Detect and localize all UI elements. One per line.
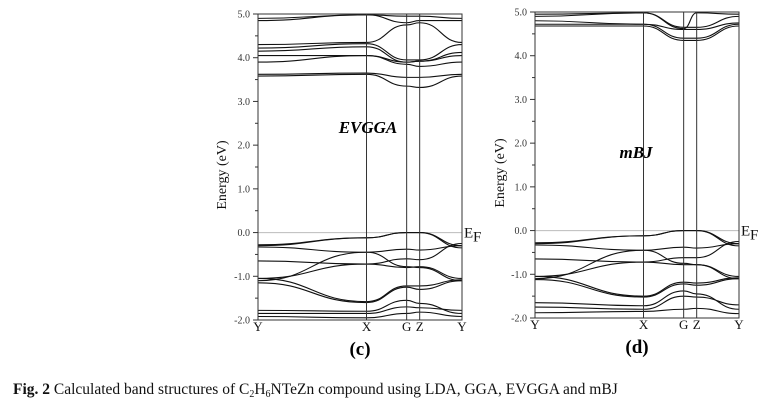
band-line-8: [257, 299, 463, 314]
y-tick-label: -1.0: [234, 272, 250, 283]
band-line-10: [257, 311, 463, 319]
band-line-6: [257, 277, 463, 303]
band-line-14: [534, 12, 740, 28]
y-tick-label: -2.0: [511, 314, 527, 325]
fermi-label: E: [464, 226, 473, 242]
y-tick-label: -1.0: [511, 270, 527, 281]
band-line-10: [534, 307, 740, 315]
y-tick-label: 2.0: [515, 139, 528, 150]
band-line-5: [257, 251, 463, 282]
k-point-label: G: [402, 319, 411, 334]
band-line-18: [257, 14, 462, 24]
y-tick-label: 0.0: [515, 226, 528, 237]
k-point-label: Y: [530, 317, 540, 332]
band-line-19: [257, 14, 463, 19]
caption-text-3: NTeZn compound using LDA, GGA, EVGGA and…: [270, 381, 618, 398]
caption-text-2: H: [254, 381, 266, 398]
method-label: EVGGA: [338, 118, 398, 137]
y-tick-label: 3.0: [238, 97, 251, 108]
band-line-4: [257, 263, 463, 280]
y-tick-label: -2.0: [234, 316, 250, 327]
y-tick-label: 4.0: [238, 53, 251, 64]
k-point-label: Y: [253, 319, 263, 334]
band-line-1: [534, 243, 740, 251]
band-line-8: [534, 290, 740, 310]
caption-label: Fig. 2: [13, 381, 51, 398]
k-point-label: Z: [416, 319, 424, 334]
band-line-17: [257, 22, 463, 46]
band-line-13: [257, 54, 463, 68]
k-point-label: G: [679, 317, 688, 332]
k-point-label: Z: [693, 317, 701, 332]
k-point-label: X: [362, 319, 372, 334]
band-line-2: [534, 230, 740, 247]
y-tick-label: 0.0: [238, 228, 251, 239]
band-line-3: [257, 242, 463, 265]
band-line-3: [534, 240, 740, 263]
band-line-12: [257, 72, 463, 78]
panel-label: (c): [349, 339, 370, 360]
k-point-label: X: [639, 317, 649, 332]
caption-sub-1: 2: [249, 389, 255, 400]
y-tick-label: 5.0: [515, 8, 528, 19]
band-line-7: [257, 280, 463, 304]
band-line-5: [534, 249, 740, 280]
band-line-15: [257, 46, 463, 63]
band-line-13: [534, 20, 740, 31]
y-tick-label: 5.0: [238, 10, 251, 21]
band-line-1: [257, 245, 463, 253]
band-line-7: [534, 278, 740, 298]
y-axis-label: Energy (eV): [493, 138, 508, 208]
fermi-label-subscript: F: [750, 228, 758, 244]
fermi-label-subscript: F: [473, 230, 481, 246]
panel-label: (d): [625, 337, 648, 358]
y-tick-label: 4.0: [515, 51, 528, 62]
band-line-6: [534, 275, 740, 297]
band-line-16: [257, 43, 463, 61]
band-line-9: [258, 306, 463, 314]
band-line-12: [535, 23, 740, 39]
k-point-label: Y: [457, 319, 467, 334]
y-tick-label: 2.0: [238, 141, 251, 152]
plot-frame: [534, 11, 740, 319]
y-axis-label: Energy (eV): [215, 140, 230, 210]
band-line-2: [257, 232, 463, 249]
y-tick-label: 3.0: [515, 95, 528, 106]
band-line-15: [534, 12, 740, 30]
band-line-11: [535, 25, 740, 41]
fermi-label: E: [741, 224, 750, 240]
caption-sub-2: 6: [265, 389, 271, 400]
caption-text-1: Calculated band structures of C: [50, 381, 250, 398]
y-tick-label: 1.0: [515, 182, 528, 193]
method-label: mBJ: [619, 143, 653, 162]
figure-caption: Fig. 2 Calculated band structures of C2H…: [13, 381, 618, 400]
band-line-11: [257, 73, 463, 88]
y-tick-label: 1.0: [238, 184, 251, 195]
band-line-9: [534, 295, 740, 310]
k-point-label: Y: [734, 317, 744, 332]
